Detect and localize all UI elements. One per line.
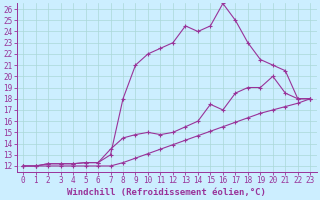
X-axis label: Windchill (Refroidissement éolien,°C): Windchill (Refroidissement éolien,°C) <box>67 188 266 197</box>
